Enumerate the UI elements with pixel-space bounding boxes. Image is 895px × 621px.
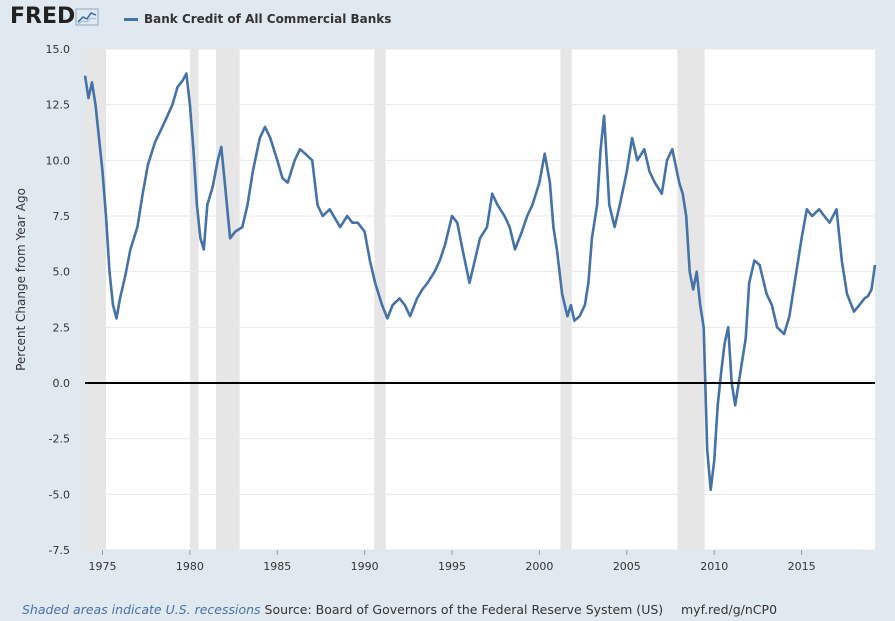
y-tick-label: 10.0 xyxy=(46,154,71,167)
x-tick-label: 1995 xyxy=(438,560,466,573)
y-tick-label: 12.5 xyxy=(46,99,71,112)
recession-band xyxy=(85,49,106,550)
x-axis-ticks: 1975 1980 1985 1990 1995 2000 2005 2010 2015 xyxy=(88,550,816,573)
y-axis-label: Percent Change from Year Ago xyxy=(14,188,28,371)
series-layer xyxy=(83,72,877,492)
series-line xyxy=(83,72,877,492)
fred-logo-text: FRED xyxy=(10,4,76,29)
y-tick-label: 0.0 xyxy=(53,377,71,390)
chart-legend: Bank Credit of All Commercial Banks xyxy=(124,12,391,26)
y-tick-label: -2.5 xyxy=(49,433,70,446)
legend-label: Bank Credit of All Commercial Banks xyxy=(144,12,392,26)
fred-logo[interactable]: FRED xyxy=(10,4,99,29)
chart-footer: Shaded areas indicate U.S. recessions So… xyxy=(22,602,777,617)
y-tick-label: 7.5 xyxy=(53,210,71,223)
recession-band xyxy=(560,49,572,550)
line-chart: -7.5 -5.0 -2.5 0.0 2.5 5.0 7.5 10.0 12.5 15.0 197… xyxy=(14,43,877,573)
x-tick-label: 2010 xyxy=(700,560,728,573)
short-link[interactable]: myf.red/g/nCP0 xyxy=(681,602,778,617)
x-tick-label: 2015 xyxy=(788,560,816,573)
source-text: Source: Board of Governors of the Federa… xyxy=(264,602,664,617)
legend-swatch xyxy=(124,17,138,21)
x-tick-label: 1980 xyxy=(176,560,204,573)
recession-note-link[interactable]: Shaded areas indicate U.S. recessions xyxy=(22,602,261,617)
x-tick-label: 1975 xyxy=(88,560,116,573)
y-tick-label: 2.5 xyxy=(53,321,71,334)
x-tick-label: 2000 xyxy=(525,560,553,573)
y-axis-ticks: -7.5 -5.0 -2.5 0.0 2.5 5.0 7.5 10.0 12.5 15.0 xyxy=(46,43,71,557)
x-tick-label: 2005 xyxy=(613,560,641,573)
x-tick-label: 1990 xyxy=(351,560,379,573)
recession-band xyxy=(189,49,199,550)
trend-chart-icon xyxy=(75,8,99,25)
plot-area xyxy=(85,49,875,550)
y-tick-label: -7.5 xyxy=(49,544,70,557)
y-tick-label: 15.0 xyxy=(46,43,71,56)
y-tick-label: 5.0 xyxy=(53,266,71,279)
recession-band xyxy=(216,49,240,550)
x-tick-label: 1985 xyxy=(263,560,291,573)
y-tick-label: -5.0 xyxy=(49,488,70,501)
